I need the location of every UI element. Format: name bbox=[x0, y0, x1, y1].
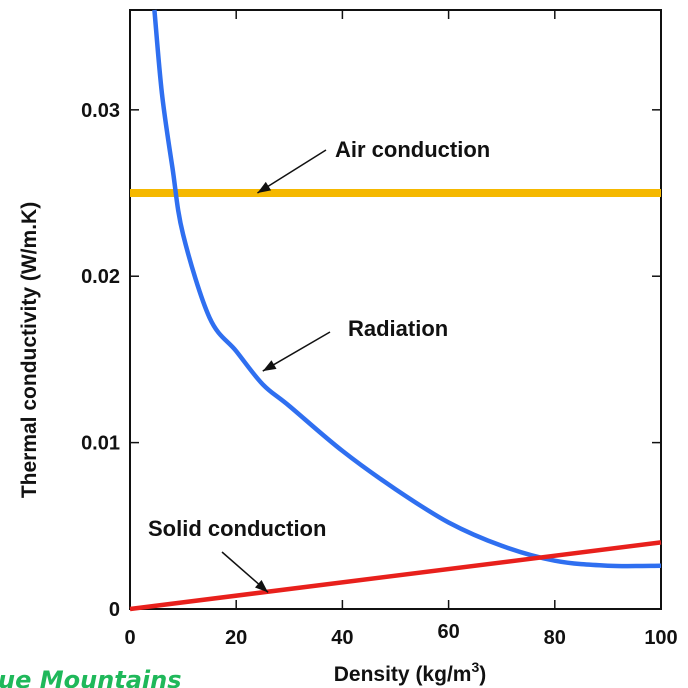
annotation-arrow-air-conduction bbox=[257, 149, 327, 194]
y-tick-label: 0.01 bbox=[81, 433, 120, 455]
x-tick-label: 60 bbox=[437, 621, 459, 643]
x-tick-label: 40 bbox=[331, 627, 353, 649]
x-tick-label: 80 bbox=[544, 627, 566, 649]
series-line-radiation bbox=[152, 9, 662, 569]
annotation-air-conduction: Air conduction bbox=[335, 137, 490, 162]
x-axis-title: Density (kg/m3) bbox=[334, 659, 487, 686]
annotation-arrowhead-radiation bbox=[262, 360, 277, 372]
plot-area-frame bbox=[129, 9, 662, 610]
annotation-radiation: Radiation bbox=[348, 316, 448, 341]
y-tick-label: 0.02 bbox=[81, 266, 120, 288]
x-tick-label: 0 bbox=[124, 627, 135, 649]
series-line-solid-conduction bbox=[129, 540, 662, 612]
watermark-logo-text: ue Mountains bbox=[0, 666, 182, 688]
annotation-solid-conduction: Solid conduction bbox=[148, 516, 326, 541]
x-tick-label: 20 bbox=[225, 627, 247, 649]
annotation-arrowhead-air-conduction bbox=[257, 181, 272, 194]
annotation-arrowhead-solid-conduction bbox=[254, 580, 269, 593]
y-tick-label: 0.03 bbox=[81, 100, 120, 122]
y-tick-label: 0 bbox=[109, 599, 120, 621]
x-tick-label: 100 bbox=[644, 627, 677, 649]
y-axis-title: Thermal conductivity (W/m.K) bbox=[18, 202, 41, 498]
